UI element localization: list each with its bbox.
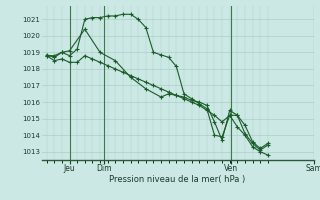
X-axis label: Pression niveau de la mer( hPa ): Pression niveau de la mer( hPa ) [109, 175, 246, 184]
